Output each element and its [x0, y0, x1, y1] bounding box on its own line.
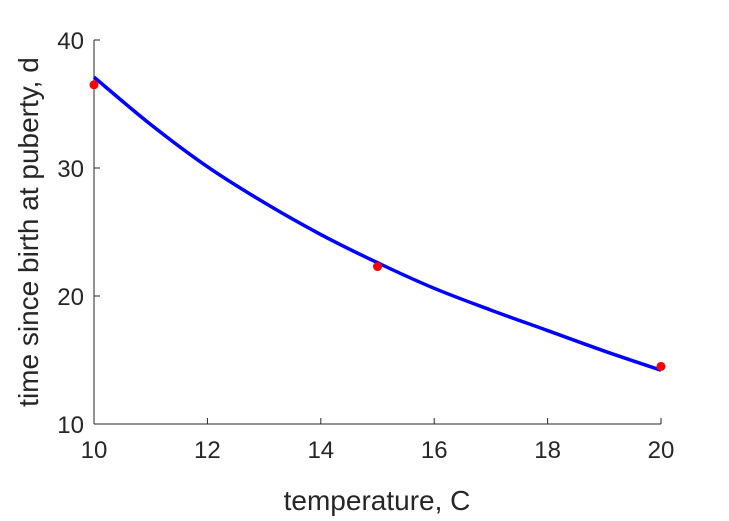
y-tick-label: 10 — [57, 412, 84, 439]
y-ticks: 10 20 30 40 — [57, 28, 100, 439]
series-points-data — [89, 80, 666, 371]
y-tick-label: 40 — [57, 28, 84, 55]
series-line-fit — [92, 75, 662, 372]
data-point — [89, 80, 99, 90]
data-point — [656, 361, 666, 371]
y-tick-label: 30 — [57, 156, 84, 183]
x-axis-label: temperature, C — [284, 485, 471, 516]
data-point — [373, 262, 382, 272]
plot-area: 10 12 14 16 18 20 10 20 30 40 — [57, 28, 674, 464]
y-tick-label: 20 — [57, 284, 84, 311]
x-tick-label: 18 — [534, 437, 561, 464]
x-tick-label: 10 — [81, 437, 108, 464]
x-tick-label: 20 — [648, 437, 675, 464]
x-tick-label: 12 — [194, 437, 221, 464]
x-tick-label: 16 — [421, 437, 448, 464]
x-tick-label: 14 — [307, 437, 334, 464]
x-ticks: 10 12 14 16 18 20 — [81, 418, 675, 464]
y-axis-label: time since birth at puberty, d — [13, 57, 44, 407]
